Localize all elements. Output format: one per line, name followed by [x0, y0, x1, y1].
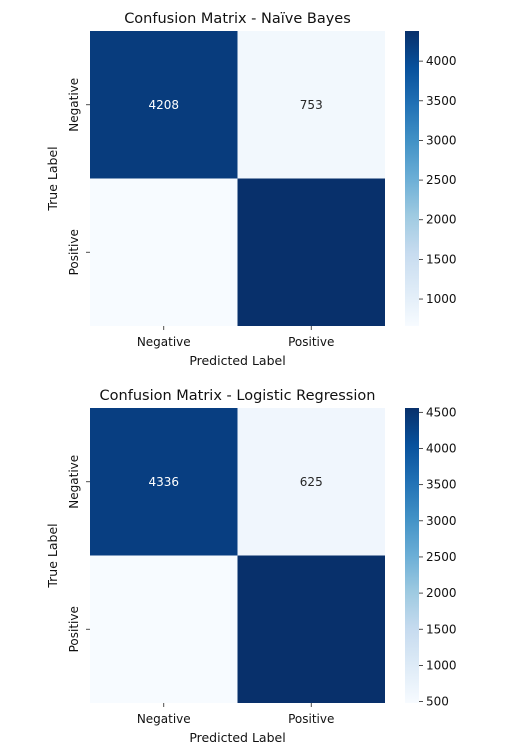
- y-tick-label: Negative: [67, 455, 81, 509]
- y-tick-label: Positive: [67, 229, 81, 275]
- y-tick-label: Positive: [67, 606, 81, 652]
- colorbar-tick-label: 2500: [426, 173, 457, 187]
- cell-value-label: 4336: [148, 475, 179, 489]
- colorbar-tick-label: 3500: [426, 94, 457, 108]
- colorbar-tick-label: 2000: [426, 586, 457, 600]
- chart-title: Confusion Matrix - Naïve Bayes: [124, 11, 351, 27]
- colorbar-tick-label: 1500: [426, 252, 457, 266]
- heatmap-cell-positive-negative: [90, 555, 238, 703]
- colorbar: [405, 408, 419, 703]
- x-axis-label: Predicted Label: [189, 730, 285, 745]
- heatmap-cell-negative-positive: [237, 408, 385, 556]
- heatmap-cell-positive-positive: [237, 555, 385, 703]
- colorbar-tick-label: 4500: [426, 405, 457, 419]
- colorbar-tick-label: 3000: [426, 514, 457, 528]
- colorbar-tick-label: 1000: [426, 292, 457, 306]
- y-axis-label: True Label: [45, 523, 60, 588]
- x-tick-label: Negative: [137, 335, 191, 349]
- x-tick-label: Positive: [288, 335, 334, 349]
- x-tick-label: Negative: [137, 712, 191, 726]
- colorbar-tick-label: 2000: [426, 213, 457, 227]
- y-tick-label: Negative: [67, 78, 81, 132]
- x-axis-label: Predicted Label: [189, 353, 285, 368]
- x-tick-label: Positive: [288, 712, 334, 726]
- heatmap-cell-negative-positive: [237, 31, 385, 179]
- colorbar-tick-label: 2500: [426, 550, 457, 564]
- colorbar-tick-label: 1500: [426, 622, 457, 636]
- colorbar-tick-label: 3500: [426, 478, 457, 492]
- colorbar-tick-label: 3000: [426, 133, 457, 147]
- cell-value-label: 625: [300, 475, 323, 489]
- colorbar: [405, 31, 419, 326]
- colorbar-tick-label: 4000: [426, 441, 457, 455]
- colorbar-tick-label: 500: [426, 695, 449, 709]
- cell-value-label: 753: [300, 98, 323, 112]
- heatmap-panel-1: Confusion Matrix - Naïve Bayes 4208 753 Neg…: [45, 11, 457, 368]
- heatmap-panel-2: Confusion Matrix - Logistic Regression 43…: [45, 388, 457, 745]
- colorbar-tick-label: 4000: [426, 54, 457, 68]
- heatmap-cell-negative-negative: [90, 408, 238, 556]
- heatmap-cell-negative-negative: [90, 31, 238, 179]
- y-axis-label: True Label: [45, 146, 60, 211]
- cell-value-label: 4208: [148, 98, 179, 112]
- heatmap-cell-positive-positive: [237, 178, 385, 326]
- chart-title: Confusion Matrix - Logistic Regression: [100, 388, 376, 404]
- colorbar-tick-label: 1000: [426, 658, 457, 672]
- heatmap-cell-positive-negative: [90, 178, 238, 326]
